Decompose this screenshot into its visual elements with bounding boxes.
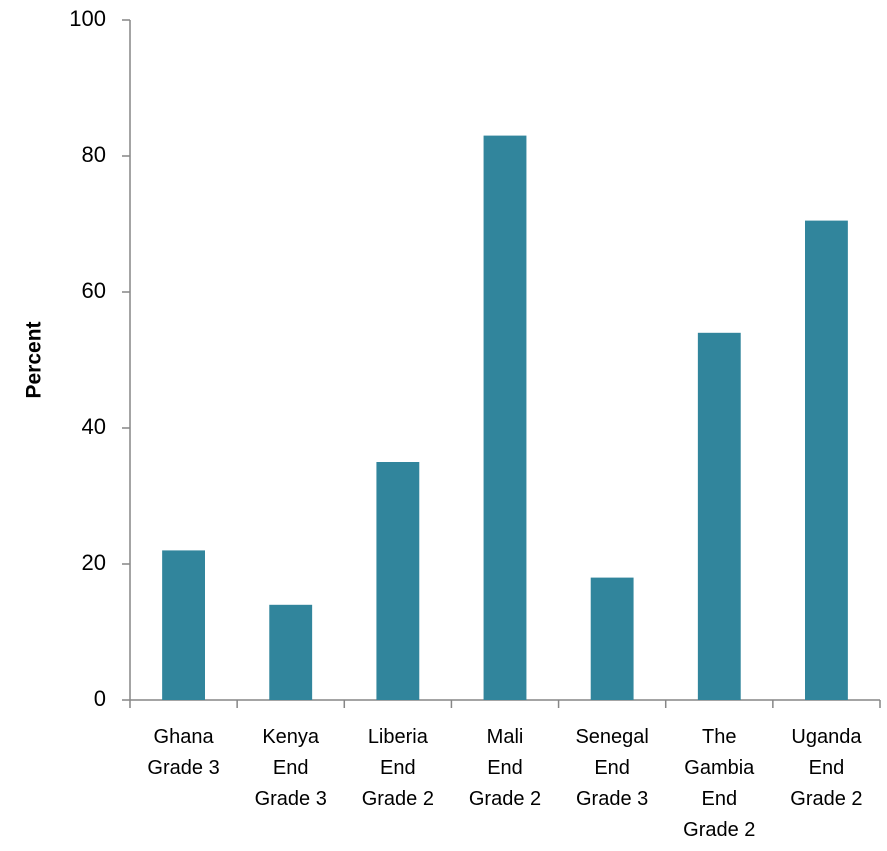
bar bbox=[697, 332, 741, 700]
bar bbox=[162, 550, 205, 700]
y-axis-title: Percent bbox=[23, 321, 46, 398]
y-tick-label: 60 bbox=[82, 278, 106, 303]
x-tick-label: Uganda End Grade 2 bbox=[790, 726, 863, 810]
y-tick-label: 20 bbox=[82, 550, 106, 575]
bar bbox=[590, 577, 634, 700]
x-tick-label: The Gambia End Grade 2 bbox=[683, 726, 756, 841]
y-tick-label: 100 bbox=[69, 6, 106, 31]
bar bbox=[269, 604, 313, 700]
x-tick-label: Mali End Grade 2 bbox=[468, 726, 542, 810]
bar bbox=[376, 462, 420, 700]
y-tick-label: 40 bbox=[82, 414, 106, 439]
x-tick-label: Liberia End Grade 2 bbox=[361, 726, 434, 810]
y-tick-label: 0 bbox=[94, 686, 106, 711]
x-tick-label: Senegal End Grade 3 bbox=[575, 726, 649, 810]
bar bbox=[805, 220, 848, 700]
y-tick-label: 80 bbox=[82, 142, 106, 167]
x-tick-label: Ghana Grade 3 bbox=[147, 726, 220, 779]
bar bbox=[483, 135, 527, 701]
x-tick-label: Kenya End Grade 3 bbox=[254, 726, 327, 810]
